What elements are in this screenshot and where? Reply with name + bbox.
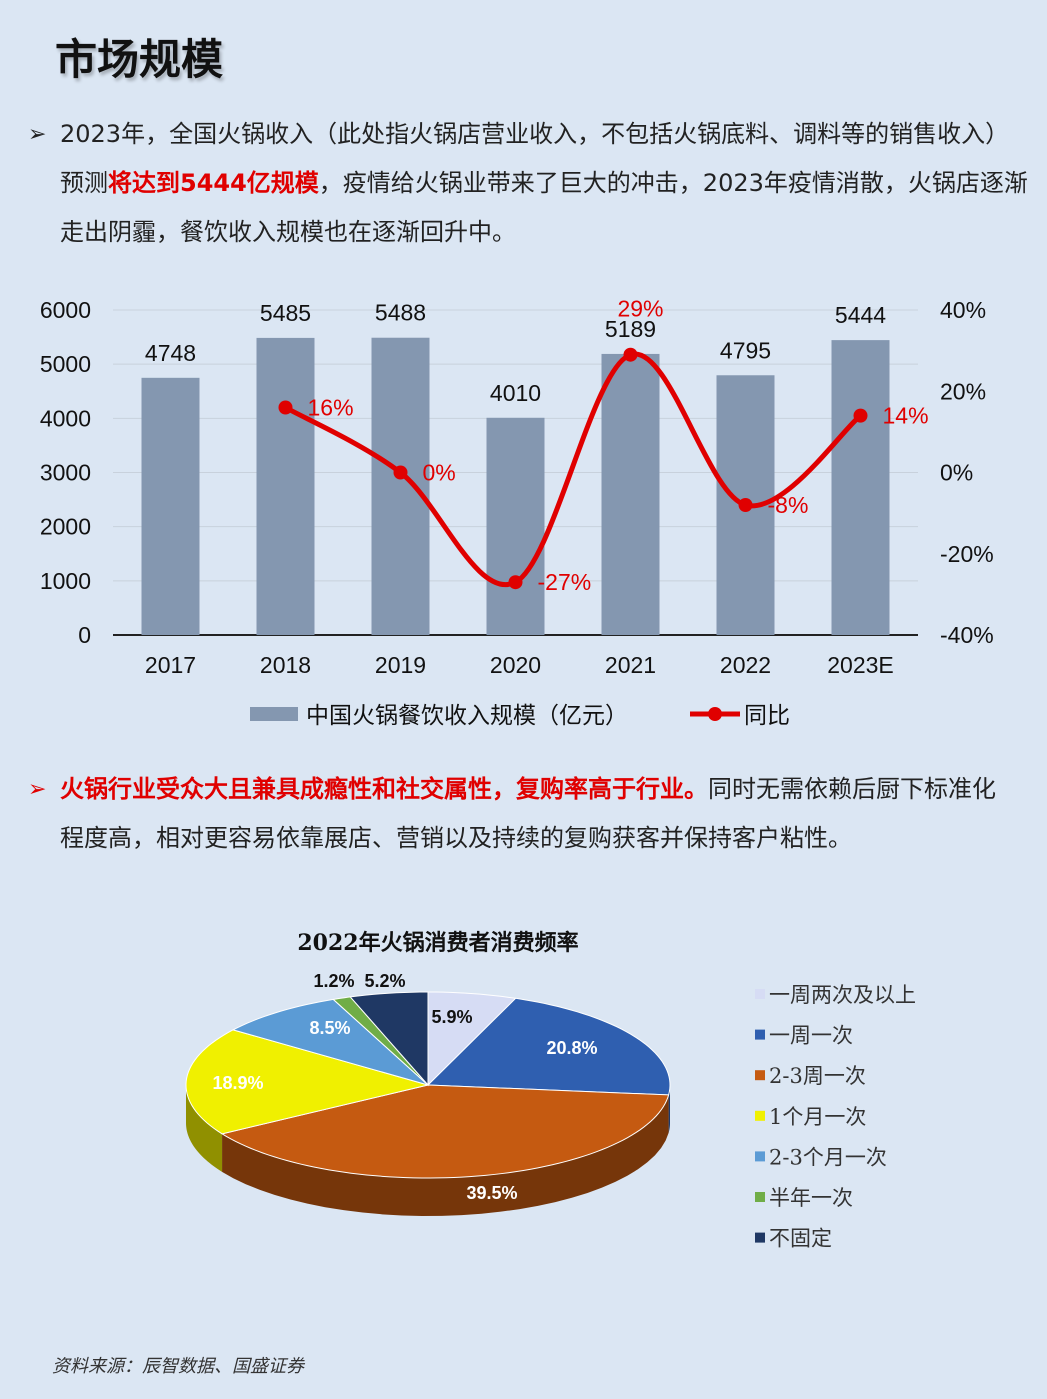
pie-value-label: 18.9% — [212, 1073, 263, 1093]
paragraph-text-before: 2023年，全国火锅收入（此处指火锅店营业收入，不包括火锅底料、调料等的销售收入… — [60, 120, 1010, 197]
pie-legend-swatch — [755, 1151, 765, 1162]
paragraph-text-after: 同时无需依赖后厨下标准化程度高，相对更容易依靠展店、营销以及持续的复购获客并保持… — [60, 775, 996, 852]
legend-line-marker — [708, 707, 722, 721]
page-title: 市场规模 — [55, 35, 224, 84]
bar-value-label: 5444 — [835, 302, 886, 328]
paragraph-text: 2023年，全国火锅收入（此处指火锅店营业收入，不包括火锅底料、调料等的销售收入… — [60, 110, 1028, 257]
pie-legend-swatch — [755, 1110, 765, 1121]
y2-tick-label: -40% — [940, 622, 994, 648]
y-tick-label: 1000 — [40, 568, 91, 594]
y2-tick-label: 40% — [940, 297, 986, 323]
arrow-bullet-icon: ➢ — [28, 777, 47, 802]
frequency-pie-chart: 2022年火锅消费者消费频率 5.9% 20.8% 39.5% 18.9% 8.5% 1.2… — [185, 930, 916, 1251]
bar — [831, 340, 890, 635]
pie-legend-label: 1个月一次 — [769, 1105, 866, 1129]
bar — [256, 337, 315, 635]
pie-slice-side — [668, 1085, 670, 1133]
bar — [486, 417, 545, 635]
yoy-value-label: -27% — [538, 569, 592, 595]
source-note: 资料来源：辰智数据、国盛证券 — [52, 1356, 304, 1377]
x-tick-label: 2018 — [260, 652, 311, 678]
arrow-bullet-icon: ➢ — [28, 122, 47, 147]
y-tick-label: 5000 — [40, 351, 91, 377]
y-tick-label: 4000 — [40, 405, 91, 431]
x-tick-label: 2021 — [605, 652, 656, 678]
legend-bar-label: 中国火锅餐饮收入规模（亿元） — [306, 703, 628, 729]
pie-slice — [426, 997, 671, 1096]
pie-legend-swatch — [755, 1070, 765, 1081]
yoy-point — [508, 575, 523, 590]
bar — [141, 377, 200, 635]
pie-slice-side — [222, 1094, 669, 1216]
pie-value-label: 39.5% — [466, 1183, 517, 1203]
yoy-point — [278, 400, 293, 415]
pie-slice-side — [186, 1085, 223, 1172]
paragraph-market-size: ➢ 2023年，全国火锅收入（此处指火锅店营业收入，不包括火锅底料、调料等的销售… — [28, 110, 1028, 257]
bar-value-label: 4795 — [720, 337, 771, 363]
bar-value-label: 4748 — [145, 340, 196, 366]
y-tick-label: 0 — [78, 622, 91, 648]
x-tick-label: 2022 — [720, 652, 771, 678]
pie-slice — [185, 1029, 430, 1135]
yoy-value-label: 14% — [883, 403, 929, 429]
yoy-point — [393, 465, 408, 480]
pie-value-label: 8.5% — [309, 1018, 350, 1038]
bar — [601, 353, 660, 635]
y2-tick-label: -20% — [940, 541, 994, 567]
paragraph-text-after: ，疫情给火锅业带来了巨大的冲击，2023年疫情消散，火锅店逐渐走出阴霾，餐饮收入… — [60, 169, 1028, 246]
yoy-value-label: 0% — [423, 460, 456, 486]
pie-value-label: 1.2% — [313, 971, 354, 991]
pie-legend-swatch — [755, 989, 765, 999]
y2-tick-label: 20% — [940, 378, 986, 404]
legend-bar-swatch — [250, 707, 298, 721]
paragraph-repurchase: ➢ 火锅行业受众大且兼具成瘾性和社交属性，复购率高于行业。同时无需依赖后厨下标准… — [28, 765, 1018, 863]
paragraph-highlight: 将达到5444亿规模 — [108, 169, 319, 197]
bar-value-label: 5189 — [605, 316, 656, 342]
pie-legend-label: 不固定 — [769, 1227, 832, 1251]
revenue-combo-chart: 0 1000 2000 3000 4000 5000 6000 -40% -20% 0% 20% 40… — [40, 296, 994, 729]
pie-slice — [349, 991, 429, 1087]
pie-legend-label: 一周一次 — [769, 1024, 853, 1048]
paragraph-text: 火锅行业受众大且兼具成瘾性和社交属性，复购率高于行业。同时无需依赖后厨下标准化程… — [60, 765, 1018, 863]
bar-value-label: 4010 — [490, 380, 541, 406]
pie-legend-swatch — [755, 1029, 765, 1040]
pie-slice — [332, 996, 429, 1086]
yoy-point — [738, 498, 753, 512]
pie-legend-label: 2-3个月一次 — [769, 1145, 887, 1169]
paragraph-highlight: 火锅行业受众大且兼具成瘾性和社交属性，复购率高于行业。 — [60, 775, 708, 803]
pie-slice — [427, 991, 517, 1087]
y2-tick-label: 0% — [940, 460, 973, 486]
x-tick-label: 2019 — [375, 652, 426, 678]
yoy-value-label: 29% — [617, 296, 663, 322]
pie-legend-label: 半年一次 — [769, 1186, 853, 1210]
bar-value-label: 5485 — [260, 300, 311, 326]
pie-value-label: 5.9% — [431, 1007, 472, 1027]
y-tick-label: 3000 — [40, 460, 91, 486]
pie-value-label: 20.8% — [546, 1038, 597, 1058]
x-tick-label: 2023E — [827, 652, 894, 678]
y-tick-label: 6000 — [40, 297, 91, 323]
yoy-point — [853, 408, 868, 423]
pie-legend-swatch — [755, 1192, 765, 1202]
bar-value-label: 5488 — [375, 300, 426, 326]
pie-slice — [231, 998, 429, 1086]
pie-legend-label: 2-3周一次 — [769, 1064, 866, 1088]
pie-legend-label: 一周两次及以上 — [769, 983, 916, 1007]
y-tick-label: 2000 — [40, 514, 91, 540]
yoy-value-label: 16% — [308, 395, 354, 421]
yoy-point — [623, 347, 638, 362]
pie-slice — [220, 1084, 670, 1179]
yoy-value-label: -8% — [768, 492, 809, 518]
legend-line-label: 同比 — [744, 703, 790, 729]
bar — [371, 337, 430, 635]
x-tick-label: 2020 — [490, 652, 541, 678]
pie-legend-swatch — [755, 1232, 765, 1243]
pie-title: 2022年火锅消费者消费频率 — [297, 930, 578, 956]
pie-value-label: 5.2% — [364, 971, 405, 991]
x-tick-label: 2017 — [145, 652, 196, 678]
